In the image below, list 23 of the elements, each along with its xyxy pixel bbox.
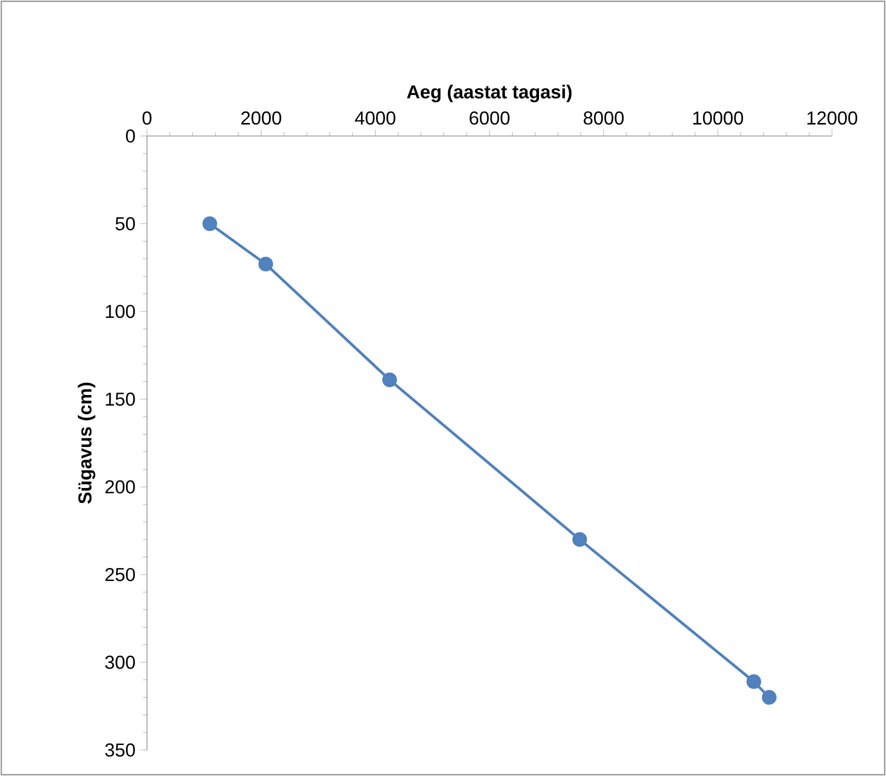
point <box>746 674 762 689</box>
x-tick-label: 12000 <box>807 111 858 125</box>
point <box>258 256 274 272</box>
point <box>202 216 218 232</box>
x-tick-label: 8000 <box>584 111 624 125</box>
y-tick-label: 150 <box>106 392 135 406</box>
y-tick-label: 200 <box>105 480 135 494</box>
y-tick-label: 100 <box>106 304 135 318</box>
point <box>762 690 777 705</box>
x-tick-label: 10000 <box>693 111 744 125</box>
x-axis-title: Aeg (aastat tagasi) <box>406 84 572 102</box>
point <box>572 532 588 547</box>
point <box>382 372 397 388</box>
y-tick-label: 50 <box>116 217 135 230</box>
x-tick-label: 0 <box>142 111 152 125</box>
x-tick-label: 6000 <box>470 111 510 125</box>
y-axis-title: Sügavus (cm) <box>78 382 96 504</box>
x-tick-label: 2000 <box>241 111 282 125</box>
x-tick-label: 4000 <box>354 111 396 125</box>
y-tick-label: 0 <box>126 129 135 143</box>
y-tick-label: 300 <box>105 656 135 669</box>
y-tick-label: 250 <box>105 568 135 582</box>
y-tick-label: 350 <box>105 743 135 757</box>
